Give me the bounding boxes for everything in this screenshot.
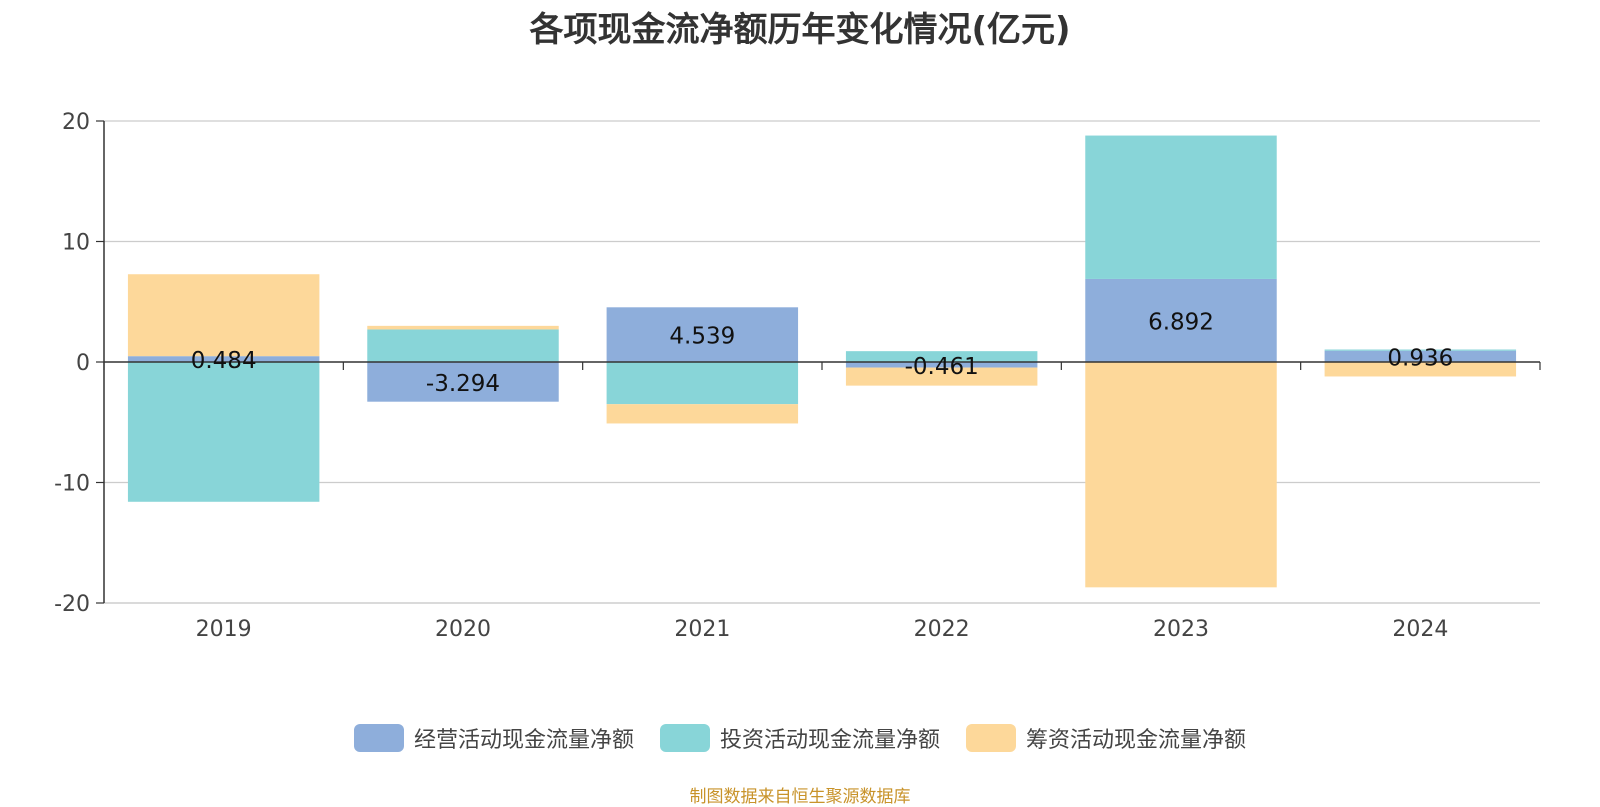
legend-swatch-operating xyxy=(353,724,404,752)
legend-label-financing: 筹资活动现金流量净额 xyxy=(1026,728,1247,753)
data-label: 6.892 xyxy=(1148,309,1214,335)
chart-title: 各项现金流净额历年变化情况(亿元) xyxy=(529,10,1071,50)
bar-2024-series-2[interactable] xyxy=(1324,362,1517,377)
data-label-layer: 0.484 -3.294 4.539 -0.461 6.892 0.936 xyxy=(191,309,1454,396)
data-label: -3.294 xyxy=(426,371,500,397)
axis-layer: 20 10 0 -10 -20 2019 2020 2021 2022 2023 2024 xyxy=(54,110,1541,642)
legend-swatch-investing xyxy=(659,724,710,752)
data-label: 0.936 xyxy=(1387,345,1453,371)
x-tick-label: 2019 xyxy=(196,617,252,642)
bar-2022-series-1[interactable] xyxy=(845,351,1038,362)
bar-layer xyxy=(127,135,1517,588)
bar-2019-series-2[interactable] xyxy=(127,274,320,357)
bar-2021-series-0[interactable] xyxy=(606,307,799,362)
legend-item-financing[interactable]: 筹资活动现金流量净额 xyxy=(966,722,1246,754)
bar-2019-series-0[interactable] xyxy=(127,356,320,362)
bar-2023-series-1[interactable] xyxy=(1085,135,1277,279)
x-tick-label: 2024 xyxy=(1392,617,1448,642)
y-tick-label: 0 xyxy=(76,351,90,376)
bar-2024-series-0[interactable] xyxy=(1324,350,1517,362)
bar-2020-series-1[interactable] xyxy=(367,329,559,362)
bar-2022-series-0[interactable] xyxy=(845,362,1038,368)
x-tick-label: 2020 xyxy=(435,617,491,642)
bar-2021-series-1[interactable] xyxy=(606,362,799,405)
y-tick-label: -20 xyxy=(54,592,90,617)
legend-item-investing[interactable]: 投资活动现金流量净额 xyxy=(659,722,940,754)
data-label: 4.539 xyxy=(669,324,735,350)
bar-2023-series-0[interactable] xyxy=(1085,278,1277,362)
data-label: 0.484 xyxy=(191,348,257,374)
bar-2020-series-2[interactable] xyxy=(367,325,559,330)
source-note: 制图数据来自恒生聚源数据库 xyxy=(689,787,911,807)
bar-2023-series-2[interactable] xyxy=(1085,362,1277,588)
legend: 经营活动现金流量净额 投资活动现金流量净额 筹资活动现金流量净额 xyxy=(0,722,1600,754)
bar-2022-series-2[interactable] xyxy=(845,367,1038,386)
bar-2019-series-1[interactable] xyxy=(127,362,320,502)
x-tick-label: 2022 xyxy=(914,617,970,642)
y-tick-label: 20 xyxy=(62,110,90,135)
bar-2021-series-2[interactable] xyxy=(606,404,799,424)
x-tick-label: 2021 xyxy=(674,617,730,642)
data-label: -0.461 xyxy=(905,354,979,380)
y-tick-label: -10 xyxy=(54,472,90,497)
x-tick-label: 2023 xyxy=(1153,617,1209,642)
y-tick-label: 10 xyxy=(62,231,90,256)
legend-swatch-financing xyxy=(966,724,1016,752)
bar-2020-series-0[interactable] xyxy=(367,362,559,402)
legend-label-investing: 投资活动现金流量净额 xyxy=(719,728,940,753)
grid-lines xyxy=(104,120,1540,604)
legend-item-operating[interactable]: 经营活动现金流量净额 xyxy=(353,722,634,754)
legend-label-operating: 经营活动现金流量净额 xyxy=(413,728,634,753)
bar-2024-series-1[interactable] xyxy=(1324,349,1517,351)
